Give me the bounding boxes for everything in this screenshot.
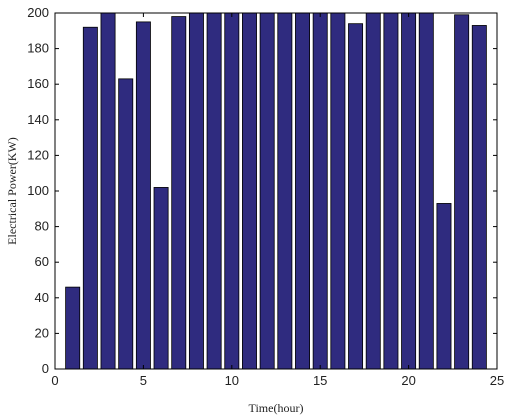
y-tick-label-40: 40 [35,290,49,305]
bar-hour-17 [348,23,364,370]
y-tick-label-180: 180 [27,41,49,56]
bar-hour-2 [82,26,98,370]
x-tick-label-0: 0 [51,373,58,388]
x-tick-label-10: 10 [225,373,239,388]
bar-hour-21 [418,12,434,370]
bar-hour-23 [454,14,470,370]
y-tick-label-140: 140 [27,112,49,127]
y-tick-label-200: 200 [27,5,49,20]
bar-hour-22 [436,203,452,370]
bars-group [65,12,487,370]
bar-hour-10 [224,12,240,370]
x-tick-label-5: 5 [140,373,147,388]
bar-hour-1 [65,286,81,370]
bar-hour-16 [330,12,346,370]
plot-frame [54,12,498,370]
bar-hour-6 [153,187,169,370]
bar-hour-18 [365,12,381,370]
x-tick-label-20: 20 [401,373,415,388]
y-tick-label-20: 20 [35,325,49,340]
x-tick-label-25: 25 [490,373,504,388]
bar-hour-4 [118,78,134,370]
y-tick-label-60: 60 [35,254,49,269]
bar-hour-13 [277,12,293,370]
bar-hour-12 [259,12,275,370]
x-axis-title: Time(hour) [249,401,304,415]
y-tick-label-120: 120 [27,147,49,162]
bar-hour-14 [295,12,310,370]
y-tick-label-0: 0 [42,361,49,376]
bar-hour-5 [135,21,151,370]
bar-hour-20 [401,12,417,370]
y-tick-label-160: 160 [27,76,49,91]
y-tick-label-100: 100 [27,183,49,198]
bar-hour-8 [188,12,204,370]
bar-hour-11 [242,12,257,370]
y-axis-title: Electrical Power(KW) [5,137,19,245]
bar-hour-7 [171,16,187,370]
y-tick-label-80: 80 [35,219,49,234]
bar-hour-24 [471,25,487,370]
bar-hour-9 [206,12,222,370]
x-tick-label-15: 15 [313,373,327,388]
bar-hour-15 [312,12,328,370]
bar-hour-3 [100,12,116,370]
ticks-group: 0 5 10 15 20 25 0 20 40 60 80 100 120 140 160 180 200 [27,5,504,388]
bar-hour-19 [383,12,399,370]
